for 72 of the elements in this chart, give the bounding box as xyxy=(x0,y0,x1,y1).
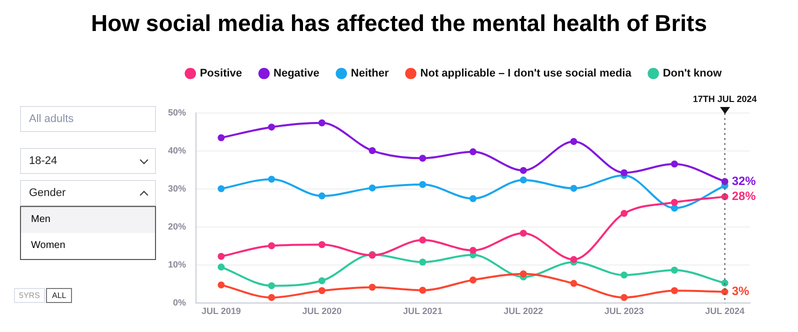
point xyxy=(570,138,578,146)
y-tick-label: 30% xyxy=(168,184,186,194)
point xyxy=(520,270,527,278)
y-tick-label: 40% xyxy=(168,146,186,156)
point xyxy=(620,210,628,217)
point xyxy=(268,294,276,301)
x-tick-label: JUL 2020 xyxy=(302,306,342,316)
point xyxy=(268,282,276,290)
point xyxy=(570,184,578,192)
point xyxy=(218,281,225,288)
point xyxy=(670,198,678,206)
point xyxy=(419,154,426,162)
dropdown: Gender xyxy=(20,180,156,206)
y-tick-label: 0% xyxy=(173,298,186,308)
point xyxy=(520,230,527,237)
point xyxy=(670,160,678,168)
point xyxy=(419,258,426,266)
point xyxy=(368,284,376,291)
point xyxy=(218,134,225,142)
x-tick-label: JUL 2022 xyxy=(504,306,544,316)
data-label: 28% xyxy=(732,189,756,203)
point xyxy=(268,124,276,131)
point xyxy=(318,241,326,248)
point xyxy=(520,166,527,174)
x-tick-label: JUL 2023 xyxy=(604,306,644,316)
point xyxy=(570,256,578,263)
legend-label: Positive xyxy=(200,68,242,80)
point xyxy=(470,246,477,254)
chart-title: How social media has affected the mental health of Brits xyxy=(90,10,708,37)
point xyxy=(218,185,225,192)
point xyxy=(670,266,678,274)
point xyxy=(218,252,225,260)
dropdown-menu: Men Women xyxy=(20,206,156,260)
point xyxy=(570,280,578,287)
point xyxy=(268,242,276,250)
point xyxy=(268,176,276,183)
point xyxy=(470,148,477,156)
point xyxy=(620,169,628,176)
point xyxy=(620,294,628,301)
x-tick-label: JUL 2021 xyxy=(402,306,442,316)
point xyxy=(721,280,728,287)
point xyxy=(419,236,426,244)
button: 5YRS xyxy=(14,288,45,303)
point xyxy=(318,192,326,200)
point xyxy=(670,287,678,294)
y-tick-label: 20% xyxy=(168,222,186,232)
point xyxy=(470,276,477,284)
point xyxy=(419,286,426,294)
point xyxy=(318,287,326,294)
legend-label: Neither xyxy=(350,68,390,80)
point xyxy=(419,181,426,188)
y-tick-label: 10% xyxy=(168,260,186,270)
point xyxy=(520,176,527,184)
x-tick-label: JUL 2024 xyxy=(705,306,745,316)
ref-line-label: 17TH JUL 2024 xyxy=(692,94,757,104)
y-tick-label: 50% xyxy=(168,107,186,118)
point xyxy=(368,184,376,192)
text-field: All adults xyxy=(20,106,156,132)
point xyxy=(318,277,326,284)
data-label: 3% xyxy=(732,284,750,298)
button: ALL xyxy=(46,288,72,303)
x-tick-label: JUL 2019 xyxy=(202,306,241,316)
dropdown: 18-24 xyxy=(20,148,156,174)
legend-label: Negative xyxy=(274,68,320,80)
point xyxy=(318,119,326,126)
legend-label: Don't know xyxy=(662,68,722,80)
legend-label: Not applicable – I don't use social media xyxy=(420,68,632,80)
point xyxy=(620,272,628,279)
point xyxy=(218,264,225,271)
point xyxy=(470,195,477,202)
point xyxy=(368,147,376,154)
data-label: 32% xyxy=(732,174,756,188)
